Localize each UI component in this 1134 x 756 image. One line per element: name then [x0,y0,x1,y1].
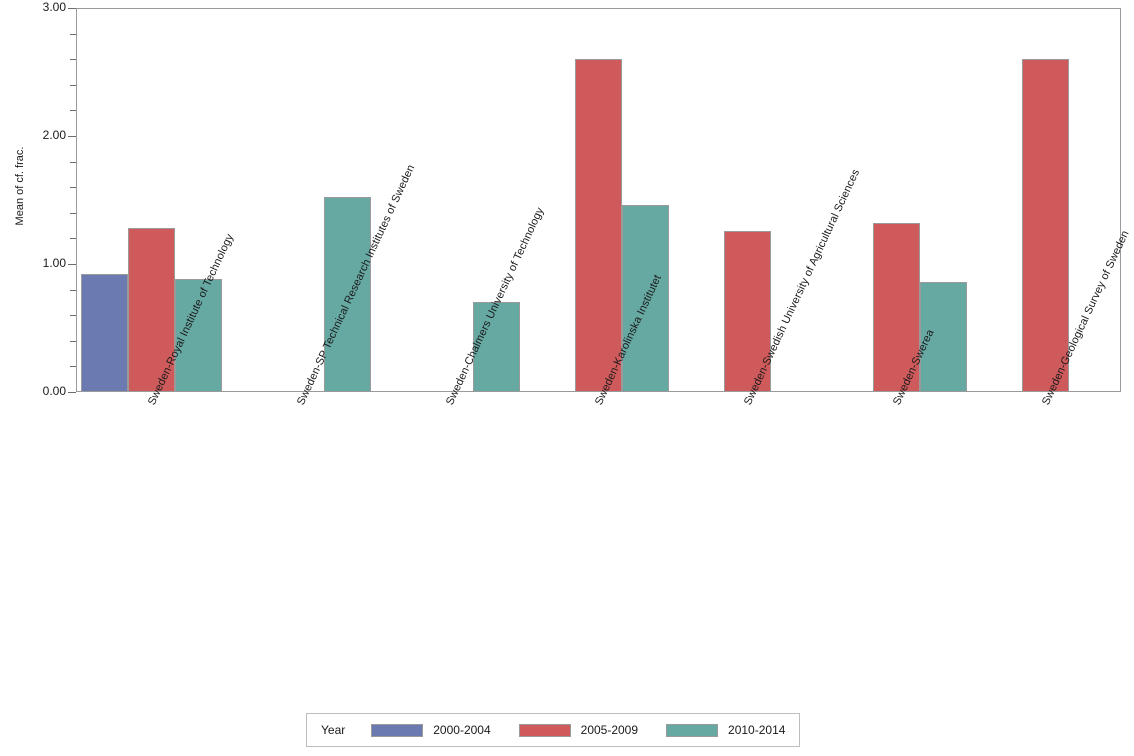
x-axis-labels: Sweden-Royal Institute of Technology Swed… [0,163,1134,702]
y-tick-minor [70,238,76,240]
y-tick-minor [70,33,76,35]
bar[interactable] [324,197,371,392]
y-tick-major [68,8,76,9]
legend-item[interactable]: 2005-2009 [518,723,639,737]
legend-swatch-0 [371,723,424,737]
bar[interactable] [724,230,771,392]
y-tick-minor [70,315,76,317]
y-tick-label: 0.00 [42,384,66,398]
bar[interactable] [81,274,128,392]
legend-swatch-1 [518,723,571,737]
bar[interactable] [473,302,520,392]
y-tick-label: 2.00 [42,128,66,142]
legend-swatch-2 [666,723,719,737]
y-tick-minor [70,59,76,61]
y-tick-minor [70,187,76,189]
bar[interactable] [622,205,669,392]
bar[interactable] [175,279,222,392]
y-tick-label: 1.00 [42,256,66,270]
y-tick-minor [70,110,76,112]
legend-title: Year [321,723,346,737]
y-tick-minor [70,289,76,291]
y-tick-minor [70,212,76,214]
bar[interactable] [873,223,920,392]
bar[interactable] [575,59,622,392]
y-tick-major [68,392,76,393]
y-tick-minor [70,161,76,163]
y-tick-minor [70,84,76,86]
legend-label-1: 2005-2009 [580,723,639,737]
y-tick-major [68,264,76,265]
legend-item[interactable]: 2010-2014 [666,723,785,737]
legend-label-2: 2010-2014 [728,723,786,737]
bar[interactable] [1022,59,1069,392]
y-tick-label: 3.00 [42,0,66,14]
bar[interactable] [128,228,175,392]
y-tick-major [68,136,76,137]
y-tick-minor [70,366,76,368]
legend: Year 2000-2004 2005-2009 2010-2014 [306,713,801,747]
bars-layer [77,9,1120,392]
bar[interactable] [920,281,967,392]
legend-item[interactable]: 2000-2004 [371,723,491,737]
y-tick-minor [70,340,76,342]
legend-label-0: 2000-2004 [433,723,491,737]
